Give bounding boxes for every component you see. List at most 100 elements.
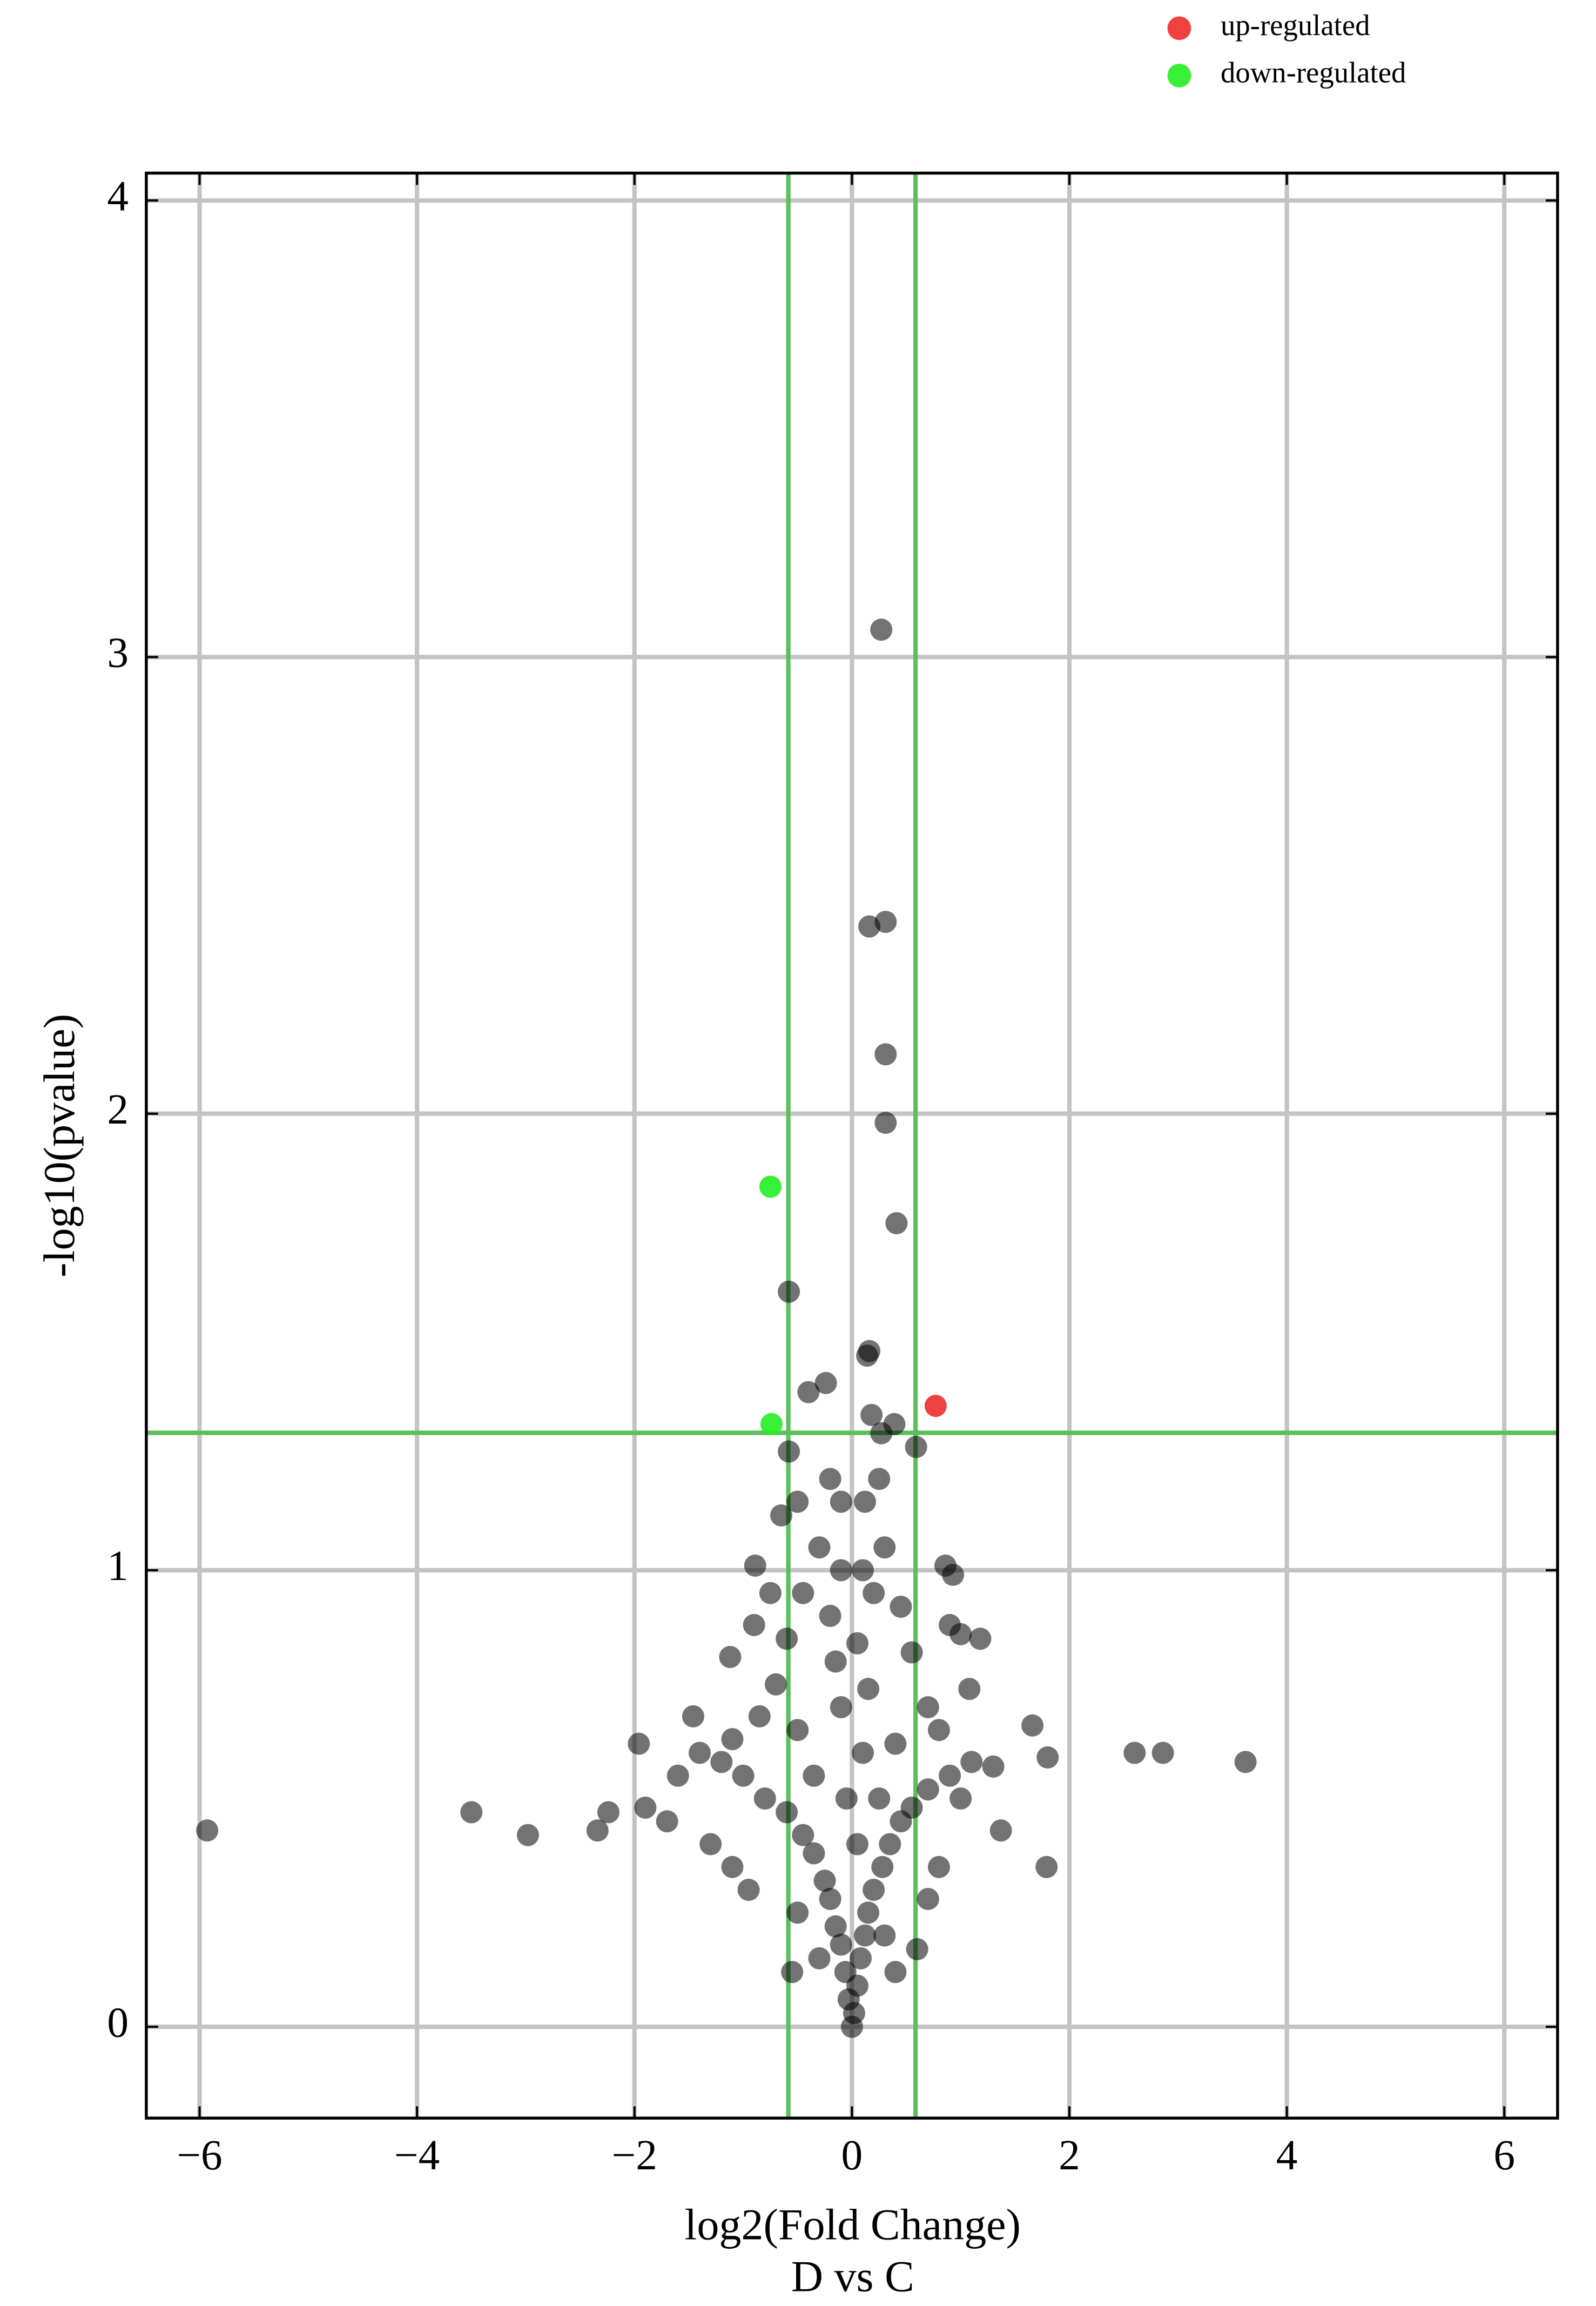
plot-frame — [145, 171, 1559, 2120]
point — [830, 1490, 852, 1513]
x-tick-label: −2 — [612, 2132, 657, 2179]
point — [958, 1678, 981, 1700]
point — [917, 1696, 939, 1718]
point — [830, 1696, 852, 1718]
point — [778, 1440, 800, 1463]
point — [860, 1403, 883, 1427]
point — [863, 1582, 885, 1604]
legend-marker — [1167, 16, 1191, 41]
point — [710, 1751, 733, 1773]
point — [1123, 1742, 1146, 1764]
x-tick-label: 2 — [1059, 2132, 1080, 2179]
point — [721, 1728, 744, 1751]
point — [884, 1961, 907, 1984]
y-tick-label: 1 — [107, 1542, 129, 1590]
legend-marker — [1167, 63, 1191, 88]
point — [885, 1212, 908, 1235]
point — [824, 1650, 847, 1673]
point — [927, 1855, 950, 1878]
point — [597, 1801, 619, 1824]
point — [628, 1732, 650, 1755]
point — [808, 1536, 831, 1559]
point — [884, 1732, 907, 1755]
point — [846, 1632, 868, 1655]
point — [846, 1833, 868, 1855]
y-tick-label: 0 — [107, 1999, 129, 2046]
point — [939, 1613, 961, 1636]
point — [874, 1112, 897, 1134]
point — [874, 911, 897, 933]
point — [786, 1719, 809, 1742]
point — [760, 1413, 783, 1435]
point — [871, 1855, 894, 1878]
point — [819, 1468, 841, 1490]
point — [792, 1582, 814, 1604]
point — [868, 1468, 891, 1490]
point — [870, 618, 893, 641]
point — [835, 1787, 858, 1810]
point — [1035, 1855, 1058, 1878]
point — [460, 1801, 483, 1824]
point — [797, 1381, 820, 1403]
point — [1234, 1751, 1257, 1773]
point — [819, 1887, 841, 1910]
point — [960, 1751, 983, 1773]
point — [732, 1764, 755, 1787]
point — [834, 1961, 857, 1984]
point — [656, 1810, 678, 1833]
point — [689, 1742, 711, 1764]
point — [803, 1842, 825, 1865]
point — [874, 1043, 897, 1066]
point — [759, 1175, 782, 1198]
point — [721, 1855, 744, 1878]
point — [744, 1554, 766, 1577]
point — [924, 1395, 947, 1417]
point — [743, 1613, 765, 1636]
point — [666, 1764, 689, 1787]
point — [900, 1796, 923, 1819]
point — [830, 1933, 852, 1956]
point — [759, 1582, 782, 1604]
point — [873, 1536, 896, 1559]
point — [1021, 1714, 1044, 1737]
x-tick-label: 4 — [1276, 2132, 1298, 2179]
x-tick-label: 0 — [841, 2132, 863, 2179]
point — [830, 1559, 852, 1582]
x-tick-label: 6 — [1493, 2132, 1515, 2179]
point — [803, 1764, 825, 1787]
x-tick-label: −6 — [177, 2132, 222, 2179]
y-tick-label: 2 — [107, 1086, 129, 1133]
legend-label: up-regulated — [1221, 9, 1370, 42]
legend-label: down-regulated — [1221, 56, 1406, 89]
point — [1151, 1742, 1174, 1764]
point — [849, 1947, 872, 1969]
point — [776, 1628, 798, 1650]
point — [917, 1887, 939, 1910]
point — [748, 1705, 771, 1727]
point — [699, 1833, 722, 1855]
point — [786, 1901, 809, 1924]
point — [781, 1961, 804, 1984]
point — [719, 1645, 742, 1669]
point — [824, 1915, 847, 1938]
point — [1036, 1746, 1059, 1769]
point — [906, 1938, 928, 1960]
point — [939, 1764, 961, 1787]
point — [917, 1778, 939, 1801]
point — [753, 1787, 776, 1810]
y-tick-label: 4 — [107, 172, 129, 220]
point — [873, 1924, 896, 1947]
point — [634, 1796, 657, 1819]
point — [900, 1641, 923, 1664]
chart-subtitle: D vs C — [791, 2251, 914, 2301]
point — [890, 1595, 912, 1618]
x-axis-label: log2(Fold Change) — [685, 2200, 1021, 2249]
point — [813, 1870, 836, 1892]
y-axis-label: -log10(pvalue) — [35, 1014, 84, 1278]
point — [982, 1755, 1005, 1778]
point — [854, 1924, 877, 1947]
point — [737, 1879, 760, 1901]
point — [851, 1742, 874, 1764]
point — [879, 1833, 901, 1855]
